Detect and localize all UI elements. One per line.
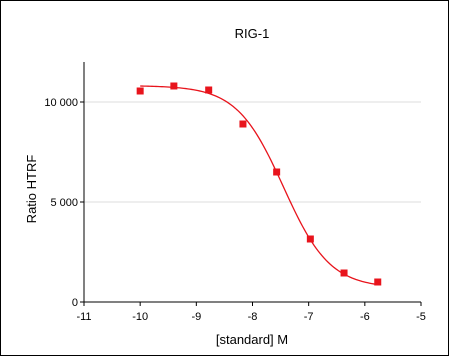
data-point — [170, 82, 178, 90]
y-tick-label: 5 000 — [50, 197, 78, 209]
data-point — [136, 87, 144, 95]
x-tick-label: -9 — [191, 311, 201, 323]
data-point — [205, 86, 213, 94]
x-tick-label: -10 — [132, 311, 148, 323]
fit-curve-layer — [140, 85, 378, 286]
y-axis-label: Ratio HTRF — [24, 155, 39, 224]
data-points — [136, 82, 382, 286]
x-tick-label: -11 — [76, 311, 91, 323]
data-point — [340, 269, 348, 277]
data-point — [374, 278, 382, 286]
chart-title: RIG-1 — [235, 26, 270, 41]
grid-lines — [84, 101, 421, 203]
data-point — [306, 235, 314, 243]
data-point — [239, 120, 247, 128]
x-axis-label: [standard] M — [216, 332, 288, 347]
x-tick-label: -7 — [304, 311, 314, 323]
fit-curve — [140, 85, 378, 286]
x-tick-label: -5 — [416, 311, 426, 323]
y-tick-label: 10 000 — [44, 97, 78, 109]
axes — [83, 62, 421, 303]
x-tick-label: -6 — [360, 311, 370, 323]
data-point — [273, 168, 281, 176]
y-tick-label: 0 — [72, 297, 78, 309]
ticks: 0 5 000 10 000 -11 -10 -9 -8 -7 -6 -5 — [44, 97, 426, 323]
x-tick-label: -8 — [248, 311, 258, 323]
